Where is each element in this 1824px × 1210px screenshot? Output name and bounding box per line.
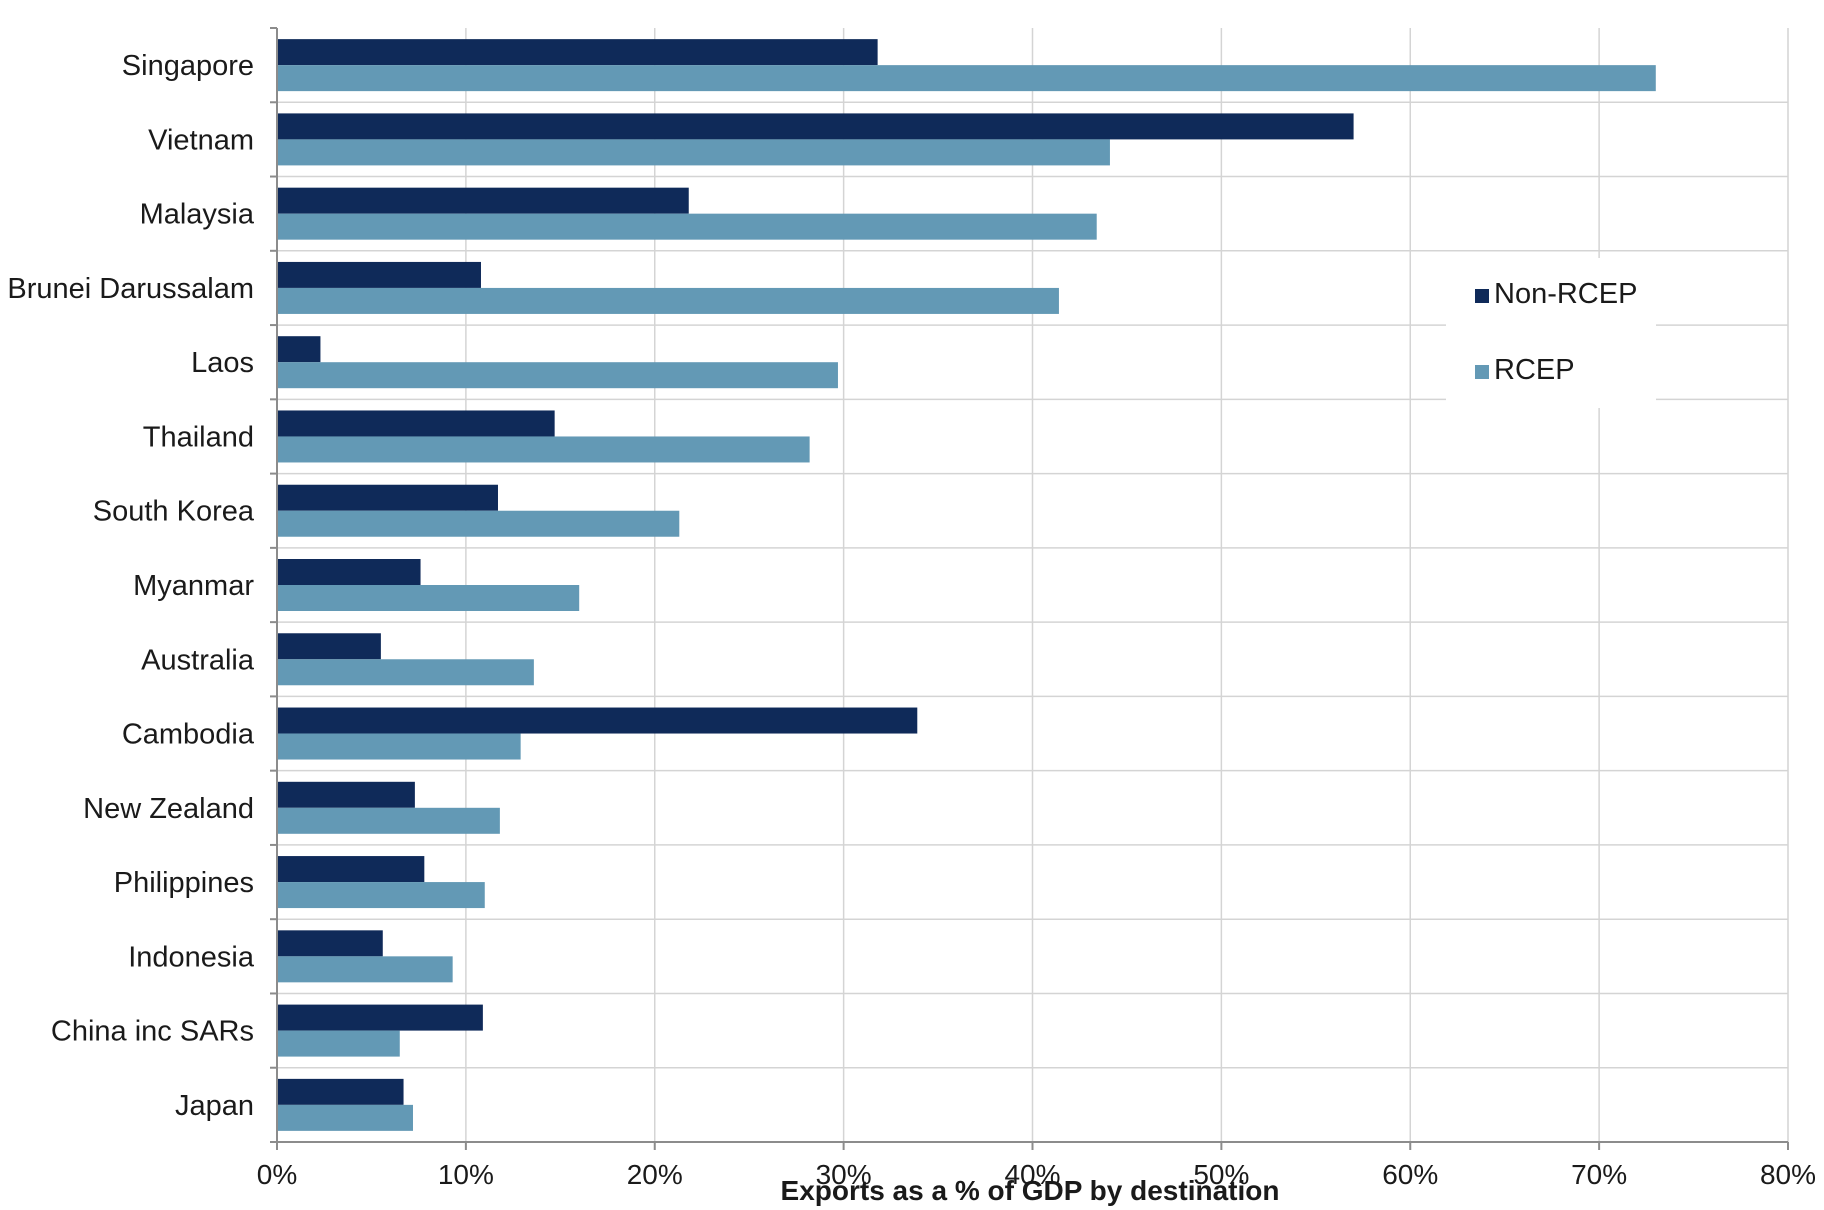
legend-swatch (1475, 289, 1489, 303)
category-label: South Korea (93, 496, 255, 528)
category-label: Laos (191, 347, 254, 379)
bar-non-rcep (277, 633, 381, 660)
bar-non-rcep (277, 781, 415, 808)
legend: Non-RCEP RCEP (1446, 258, 1656, 408)
category-label: Brunei Darussalam (7, 273, 254, 305)
category-label: Singapore (122, 50, 254, 82)
x-tick-label: 80% (1760, 1159, 1816, 1190)
bar-non-rcep (277, 1078, 404, 1105)
category-label: Malaysia (140, 199, 255, 231)
category-label: Japan (175, 1090, 254, 1122)
category-label: Cambodia (122, 719, 255, 751)
bar-non-rcep (277, 336, 321, 363)
bar-non-rcep (277, 187, 689, 214)
category-label: Myanmar (133, 570, 254, 602)
category-label: Australia (141, 644, 255, 676)
x-tick-label: 20% (627, 1159, 683, 1190)
bar-non-rcep (277, 39, 878, 66)
bar-non-rcep (277, 1004, 483, 1031)
bar-rcep (277, 436, 810, 463)
legend-label: Non-RCEP (1494, 278, 1637, 310)
x-axis-title: Exports as a % of GDP by destination (781, 1175, 1280, 1206)
bar-rcep (277, 1030, 400, 1057)
category-label: Philippines (114, 867, 254, 899)
category-label: Vietnam (148, 124, 254, 156)
bar-non-rcep (277, 856, 425, 883)
bar-non-rcep (277, 261, 481, 288)
bar-rcep (277, 659, 534, 686)
bar-rcep (277, 1104, 413, 1131)
bar-rcep (277, 956, 453, 983)
bar-non-rcep (277, 410, 555, 437)
bar-rcep (277, 362, 838, 389)
bar-rcep (277, 213, 1097, 240)
bar-rcep (277, 585, 580, 611)
bar-rcep (277, 733, 521, 760)
bar-rcep (277, 807, 500, 834)
bar-non-rcep (277, 113, 1354, 140)
category-label: Indonesia (128, 941, 255, 973)
legend-label: RCEP (1494, 354, 1575, 386)
x-tick-label: 10% (438, 1159, 494, 1190)
category-label: China inc SARs (51, 1016, 254, 1048)
legend-background (1446, 258, 1656, 408)
bar-rcep (277, 65, 1656, 92)
x-tick-label: 0% (257, 1159, 297, 1190)
x-tick-label: 40% (1004, 1159, 1060, 1190)
axes (270, 27, 1789, 1150)
category-labels: Singapore Vietnam Malaysia Brunei Darussala… (7, 50, 254, 1122)
x-tick-label: 30% (816, 1159, 872, 1190)
bar-rcep (277, 139, 1110, 166)
bar-rcep (277, 510, 680, 537)
bar-rcep (277, 287, 1059, 314)
bar-non-rcep (277, 707, 918, 734)
category-label: New Zealand (83, 793, 254, 825)
legend-swatch (1475, 365, 1489, 379)
bar-rcep (277, 882, 485, 909)
x-tick-label: 50% (1193, 1159, 1249, 1190)
x-tick-label: 60% (1382, 1159, 1438, 1190)
category-label: Thailand (143, 421, 254, 453)
bars (277, 39, 1656, 1131)
bar-non-rcep (277, 930, 383, 957)
bar-non-rcep (277, 559, 421, 585)
bar-non-rcep (277, 484, 498, 511)
x-tick-label: 70% (1571, 1159, 1627, 1190)
x-tick-labels: 0% 10% 20% 30% 40% 50% 60% 70% 80% (257, 1159, 1816, 1190)
